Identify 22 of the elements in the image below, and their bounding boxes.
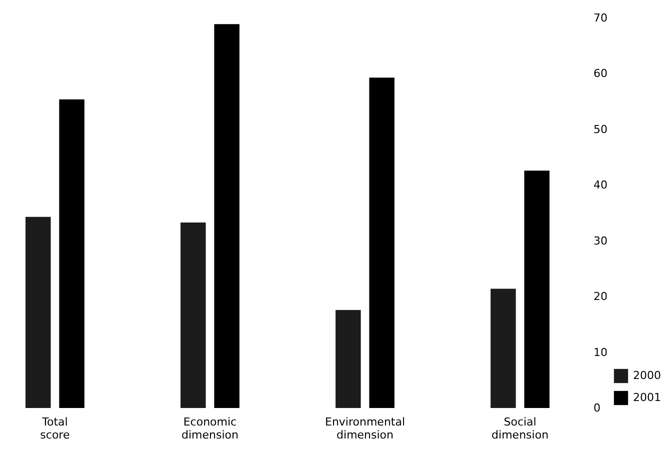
bar — [180, 222, 206, 408]
y-tick-label: 0 — [594, 402, 600, 414]
y-tick-label: 40 — [594, 178, 608, 192]
bar — [336, 310, 361, 408]
bar — [490, 288, 516, 408]
y-tick-label: 70 — [594, 12, 608, 24]
y-tick-label: 60 — [594, 67, 608, 80]
bar — [59, 99, 84, 408]
x-tick-label: Social dimension — [492, 416, 549, 442]
bar — [369, 78, 394, 408]
bar — [524, 170, 550, 408]
bar — [214, 24, 240, 408]
y-tick-label: 30 — [594, 234, 608, 248]
x-tick-label: Total score — [40, 416, 70, 442]
bar — [26, 216, 51, 408]
legend-label: 2000 — [633, 369, 661, 382]
y-tick-label: 50 — [594, 122, 608, 136]
legend-label: 2001 — [633, 391, 661, 404]
y-tick-label: 20 — [594, 290, 608, 304]
x-tick-label: Environmental dimension — [324, 416, 406, 442]
y-tick-label: 10 — [594, 346, 608, 359]
x-tick-label: Economic dimension — [181, 416, 239, 442]
